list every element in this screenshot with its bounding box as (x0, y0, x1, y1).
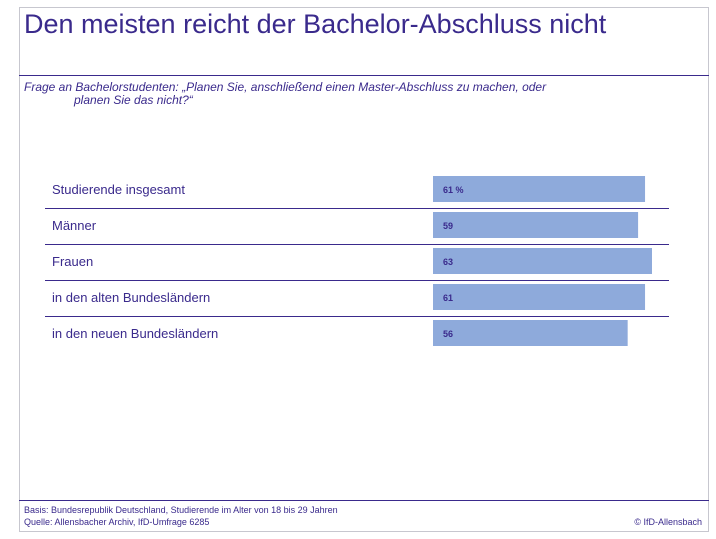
subtitle-line-2: planen Sie das nicht?“ (74, 93, 193, 107)
bar (433, 212, 639, 238)
data-label: 63 (443, 257, 453, 267)
category-label: in den neuen Bundesländern (52, 326, 218, 341)
slide-frame (19, 7, 709, 532)
data-label: 56 (443, 329, 453, 339)
category-label: Frauen (52, 254, 93, 269)
data-label: 59 (443, 221, 453, 231)
category-label: in den alten Bundesländern (52, 290, 210, 305)
bar (433, 320, 628, 346)
bar (433, 248, 652, 274)
data-label: 61 (443, 293, 453, 303)
title-divider (19, 75, 709, 76)
chart-title: Den meisten reicht der Bachelor-Abschlus… (24, 9, 607, 39)
subtitle-line-1: Frage an Bachelorstudenten: „Planen Sie,… (24, 80, 547, 94)
bar (433, 176, 646, 202)
category-label: Studierende insgesamt (52, 182, 185, 197)
chart-subtitle: Frage an Bachelorstudenten: „Planen Sie,… (24, 81, 684, 107)
footnote-basis: Basis: Bundesrepublik Deutschland, Studi… (24, 505, 338, 515)
category-label: Männer (52, 218, 97, 233)
copyright-label: © IfD-Allensbach (634, 517, 702, 527)
footer-divider (19, 500, 709, 501)
footnote-source: Quelle: Allensbacher Archiv, IfD-Umfrage… (24, 517, 210, 527)
data-label: 61 % (443, 185, 464, 195)
bar (433, 284, 646, 310)
